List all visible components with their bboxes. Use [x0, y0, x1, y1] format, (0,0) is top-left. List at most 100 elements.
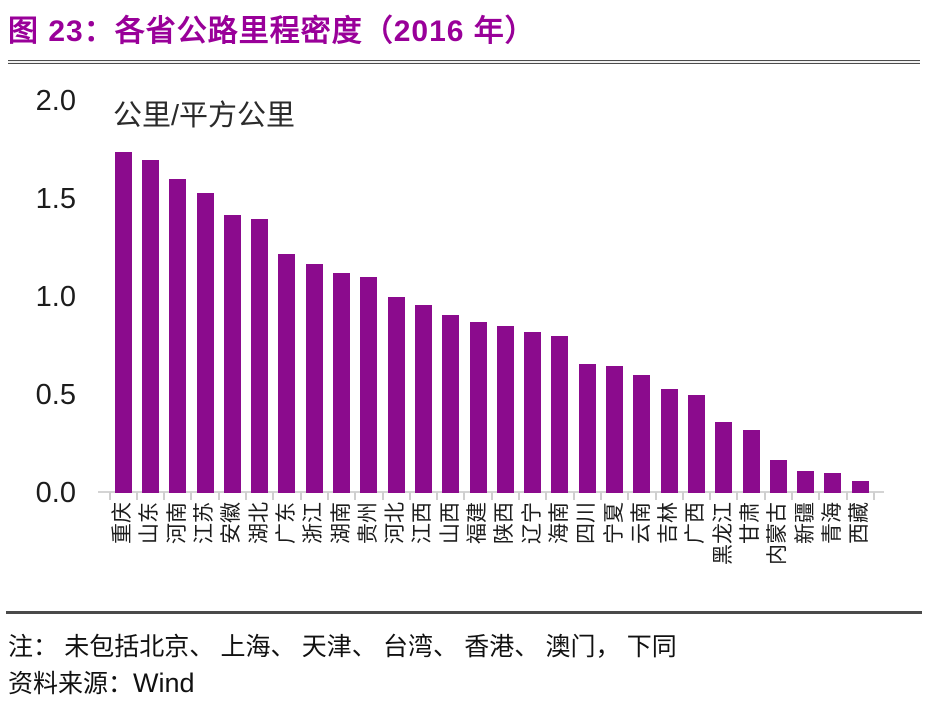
figure-note: 注： 未包括北京、 上海、 天津、 台湾、 香港、 澳门， 下同	[8, 634, 677, 661]
x-tick-mark	[736, 492, 739, 500]
x-tick-label: 黑龙江	[711, 502, 735, 565]
y-tick-label: 1.0	[35, 281, 76, 313]
bar-陕西	[496, 326, 514, 493]
x-tick-label: 广西	[684, 502, 708, 544]
x-tick-label: 宁夏	[602, 502, 626, 544]
x-tick-mark	[872, 492, 875, 500]
x-tick-label: 甘肃	[739, 502, 763, 544]
source-line: 资料来源：Wind	[8, 664, 195, 700]
x-tick-label: 河北	[384, 502, 408, 544]
x-tick-mark	[381, 492, 384, 500]
x-tick-mark	[408, 492, 411, 500]
bar-福建	[469, 322, 487, 493]
bar-宁夏	[606, 366, 624, 493]
bar-新疆	[797, 471, 815, 493]
x-tick-label: 安徽	[220, 502, 244, 544]
x-tick-mark	[299, 492, 302, 500]
x-tick-label: 湖北	[247, 502, 271, 544]
bar-吉林	[660, 389, 678, 493]
bar-山西	[442, 315, 460, 493]
bar-江西	[414, 305, 432, 493]
bar-湖南	[333, 273, 351, 493]
bar-黑龙江	[715, 422, 733, 493]
bar-河北	[387, 297, 405, 493]
bar-安徽	[223, 215, 241, 493]
bar-重庆	[114, 152, 132, 493]
x-tick-mark	[681, 492, 684, 500]
bar-贵州	[360, 277, 378, 493]
bar-广东	[278, 254, 296, 493]
x-tick-mark	[272, 492, 275, 500]
y-tick-label: 0.5	[35, 379, 76, 411]
x-tick-label: 湖南	[329, 502, 353, 544]
x-tick-label: 辽宁	[520, 502, 544, 544]
bar-海南	[551, 336, 569, 493]
x-tick-mark	[763, 492, 766, 500]
bar-甘肃	[742, 430, 760, 493]
x-tick-mark	[135, 492, 138, 500]
bar-广西	[687, 395, 705, 493]
x-tick-mark	[818, 492, 821, 500]
x-tick-mark	[545, 492, 548, 500]
bar-青海	[824, 473, 842, 493]
x-tick-label: 江苏	[193, 502, 217, 544]
x-tick-mark	[518, 492, 520, 500]
x-tick-mark	[791, 492, 793, 500]
bar-四川	[578, 364, 596, 493]
x-tick-mark	[108, 492, 111, 500]
x-tick-label: 河南	[165, 502, 189, 544]
bar-山东	[141, 160, 159, 493]
x-tick-mark	[599, 492, 602, 500]
x-tick-mark	[190, 492, 193, 500]
bar-内蒙古	[769, 460, 787, 493]
bar-江苏	[196, 193, 214, 493]
bar-河南	[169, 179, 187, 493]
x-tick-mark	[627, 492, 630, 500]
x-tick-label: 内蒙古	[766, 502, 790, 565]
source-value: Wind	[133, 668, 195, 698]
x-tick-label: 吉林	[657, 502, 681, 544]
source-label: 资料来源：	[8, 671, 134, 698]
x-tick-mark	[245, 492, 247, 500]
x-tick-label: 西藏	[848, 502, 872, 544]
x-tick-label: 山西	[438, 502, 462, 544]
title-divider	[8, 60, 920, 64]
x-tick-label: 江西	[411, 502, 435, 544]
y-axis-unit-label: 公里/平方公里	[113, 100, 296, 132]
x-tick-mark	[709, 492, 712, 500]
bar-湖北	[251, 219, 269, 493]
x-tick-mark	[163, 492, 166, 500]
x-tick-mark	[326, 492, 329, 500]
x-tick-label: 福建	[466, 502, 490, 544]
footer-divider	[6, 611, 922, 614]
x-tick-label: 新疆	[793, 502, 817, 544]
bar-云南	[633, 375, 651, 493]
y-tick-label: 1.5	[35, 183, 76, 215]
x-tick-label: 陕西	[493, 502, 517, 544]
x-tick-label: 重庆	[111, 502, 135, 544]
x-tick-label: 浙江	[302, 502, 326, 544]
x-tick-label: 四川	[575, 502, 599, 544]
x-tick-label: 贵州	[356, 502, 380, 544]
figure-title: 图 23：各省公路里程密度（2016 年）	[8, 15, 536, 48]
x-tick-mark	[217, 492, 220, 500]
x-tick-label: 云南	[629, 502, 653, 544]
x-tick-mark	[845, 492, 848, 500]
x-tick-mark	[490, 492, 493, 500]
bar-辽宁	[524, 332, 542, 493]
x-tick-label: 广东	[274, 502, 298, 544]
y-tick-label: 2.0	[35, 85, 76, 117]
x-tick-mark	[654, 492, 657, 500]
x-tick-mark	[463, 492, 466, 500]
x-tick-mark	[354, 492, 357, 500]
x-tick-label: 海南	[547, 502, 571, 544]
x-tick-mark	[436, 492, 439, 500]
bar-浙江	[305, 264, 323, 493]
x-tick-label: 山东	[138, 502, 162, 544]
